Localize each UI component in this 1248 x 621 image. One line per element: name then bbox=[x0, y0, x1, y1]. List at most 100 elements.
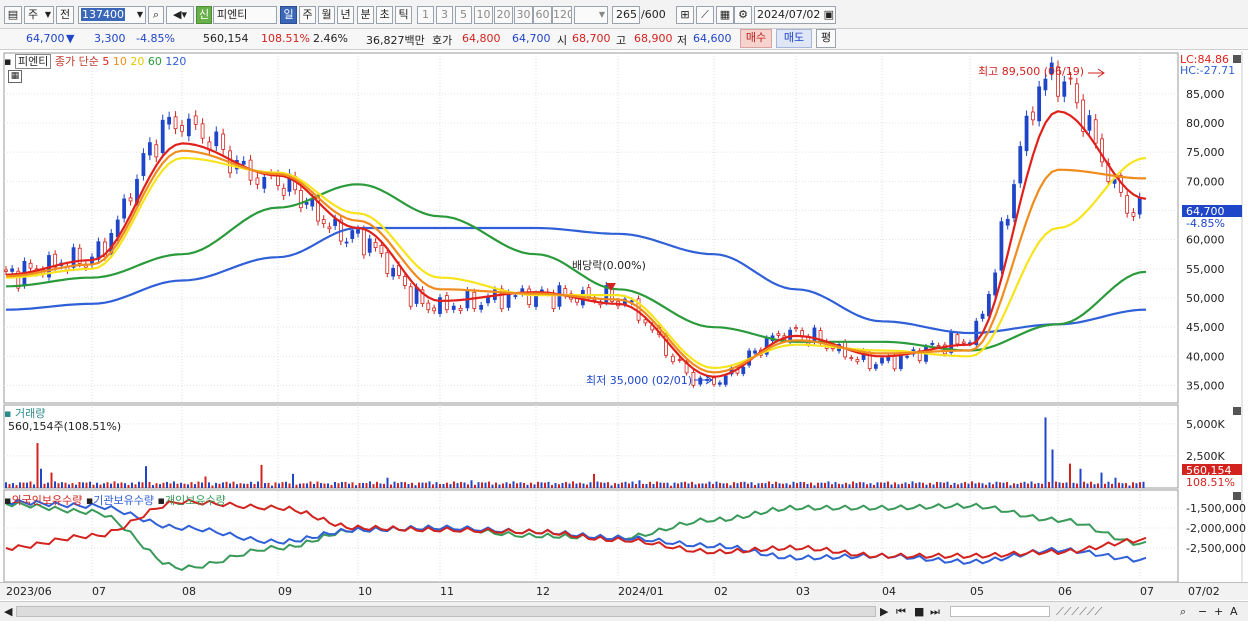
date-input[interactable]: 2024/07/02 ▣ bbox=[754, 6, 836, 24]
chart-canvas[interactable]: 85,00080,00075,00070,00065,00060,00055,0… bbox=[0, 51, 1248, 601]
volume-bar bbox=[421, 482, 424, 488]
period-button-week[interactable]: 주 bbox=[299, 6, 316, 24]
interval-button[interactable]: 10 bbox=[474, 6, 493, 24]
code-input[interactable]: 137400 ▼ bbox=[78, 6, 146, 24]
count-input[interactable]: 265 bbox=[612, 6, 640, 24]
search-icon[interactable]: ⌕ bbox=[1180, 605, 1187, 618]
period-button-day[interactable]: 일 bbox=[280, 6, 297, 24]
volume-bar bbox=[897, 484, 900, 488]
legend-inst[interactable]: 기관보유수량 bbox=[93, 494, 155, 507]
rewind-icon[interactable]: ⏮ bbox=[896, 605, 906, 618]
volume-bar bbox=[50, 472, 53, 488]
volume-bar bbox=[698, 483, 700, 488]
layout-icon[interactable]: ▤ bbox=[4, 6, 22, 24]
volume-bar bbox=[922, 482, 924, 488]
volume-bar bbox=[712, 483, 714, 488]
volume-bar bbox=[481, 482, 483, 488]
eval-button[interactable]: 평 bbox=[816, 29, 836, 48]
foreign-holdings-line bbox=[5, 498, 1147, 559]
volume-bar bbox=[722, 483, 725, 488]
chart-type-icon[interactable]: ⊞ bbox=[676, 6, 694, 24]
interval-dropdown[interactable]: ▼ bbox=[574, 6, 608, 24]
volume-bar bbox=[568, 483, 571, 488]
sell-button[interactable]: 매도 bbox=[776, 29, 812, 48]
indicator-icon[interactable]: ▦ bbox=[716, 6, 734, 24]
draw-line-icon[interactable]: ⟋⟋⟋⟋⟋⟋ bbox=[1056, 605, 1103, 618]
volume-bar bbox=[631, 481, 634, 488]
chart-scrollbar[interactable]: ◀ ▶ ⏮ ■ ⏭ ⟋⟋⟋⟋⟋⟋ ⌕ − + A bbox=[0, 601, 1248, 621]
volume-bar bbox=[1076, 483, 1078, 488]
legend-ma10[interactable]: 10 bbox=[112, 55, 127, 68]
volume-bar bbox=[257, 481, 259, 488]
period-button-second[interactable]: 초 bbox=[376, 6, 393, 24]
volume-bar bbox=[1030, 481, 1033, 488]
market-select[interactable]: 주 ▼ bbox=[24, 6, 54, 24]
period-button-minute[interactable]: 분 bbox=[357, 6, 374, 24]
candle-body bbox=[154, 144, 159, 158]
interval-button[interactable]: 20 bbox=[494, 6, 513, 24]
candle-body bbox=[812, 327, 817, 343]
interval-button[interactable]: 60 bbox=[533, 6, 552, 24]
stop-icon[interactable]: ■ bbox=[914, 605, 925, 618]
volume-bar bbox=[820, 482, 823, 488]
volume-bar bbox=[810, 482, 812, 488]
zoom-slider[interactable] bbox=[950, 606, 1050, 617]
legend-indiv[interactable]: 개인보유수량 bbox=[164, 494, 226, 507]
period-select[interactable]: 전 bbox=[56, 6, 74, 24]
candle-body bbox=[604, 285, 609, 303]
volume-bar bbox=[302, 483, 305, 488]
volume-bar bbox=[215, 482, 217, 488]
volume-bar bbox=[57, 483, 60, 488]
scroll-right-icon[interactable]: ▶ bbox=[880, 605, 889, 618]
volume-bar bbox=[183, 483, 186, 488]
candle-body bbox=[444, 295, 449, 311]
candle-body bbox=[479, 305, 484, 310]
candle-body bbox=[539, 289, 544, 292]
volume-bar bbox=[841, 484, 844, 488]
buy-button[interactable]: 매수 bbox=[740, 29, 772, 48]
volume-bar bbox=[211, 485, 214, 488]
candle-body bbox=[527, 288, 532, 306]
y-axis-label: 40,000 bbox=[1186, 350, 1225, 363]
search-icon[interactable]: ⌕ bbox=[148, 6, 164, 24]
period-button-year[interactable]: 년 bbox=[337, 6, 354, 24]
legend-ma20[interactable]: 20 bbox=[130, 55, 145, 68]
zoom-in-icon[interactable]: + bbox=[1214, 605, 1224, 618]
zoom-out-icon[interactable]: − bbox=[1198, 605, 1208, 618]
interval-button[interactable]: 120 bbox=[552, 6, 572, 24]
volume-bar bbox=[565, 481, 567, 488]
x-tick: 04 bbox=[882, 585, 896, 598]
interval-button[interactable]: 1 bbox=[417, 6, 434, 24]
y-axis-label: 85,000 bbox=[1186, 88, 1225, 101]
period-button-tick[interactable]: 틱 bbox=[395, 6, 412, 24]
draw-tool-icon[interactable]: ⟋ bbox=[696, 6, 714, 24]
candle-body bbox=[930, 342, 935, 345]
gear-icon[interactable]: ⚙ bbox=[734, 6, 752, 24]
candle-body bbox=[221, 133, 226, 150]
price-pane-stock[interactable]: 피엔티 bbox=[14, 54, 52, 69]
candle-body bbox=[741, 366, 746, 375]
period-button-month[interactable]: 월 bbox=[318, 6, 335, 24]
forward-icon[interactable]: ⏭ bbox=[930, 605, 940, 618]
volume-bar bbox=[708, 481, 711, 488]
volume-bar bbox=[754, 484, 756, 488]
legend-ma60[interactable]: 60 bbox=[147, 55, 162, 68]
text-size-icon[interactable]: A bbox=[1230, 605, 1238, 618]
scroll-left-icon[interactable]: ◀ bbox=[4, 605, 13, 618]
speaker-icon[interactable]: ◀▾ bbox=[166, 6, 194, 24]
candle-body bbox=[1074, 83, 1079, 104]
legend-foreign[interactable]: 외국인보유수량 bbox=[11, 494, 83, 507]
volume-bar bbox=[1097, 483, 1099, 488]
interval-button[interactable]: 30 bbox=[514, 6, 533, 24]
volume-bar bbox=[169, 483, 172, 488]
candle-body bbox=[1043, 78, 1048, 91]
volume-bar bbox=[1009, 485, 1012, 488]
volume-bar bbox=[925, 484, 928, 488]
volume-bar bbox=[8, 484, 11, 488]
interval-button[interactable]: 3 bbox=[436, 6, 453, 24]
legend-ma120[interactable]: 120 bbox=[165, 55, 187, 68]
calculator-icon[interactable]: ▦ bbox=[8, 70, 22, 83]
scroll-track[interactable] bbox=[16, 606, 876, 617]
interval-button[interactable]: 5 bbox=[455, 6, 472, 24]
legend-ma5[interactable]: 5 bbox=[102, 55, 110, 68]
